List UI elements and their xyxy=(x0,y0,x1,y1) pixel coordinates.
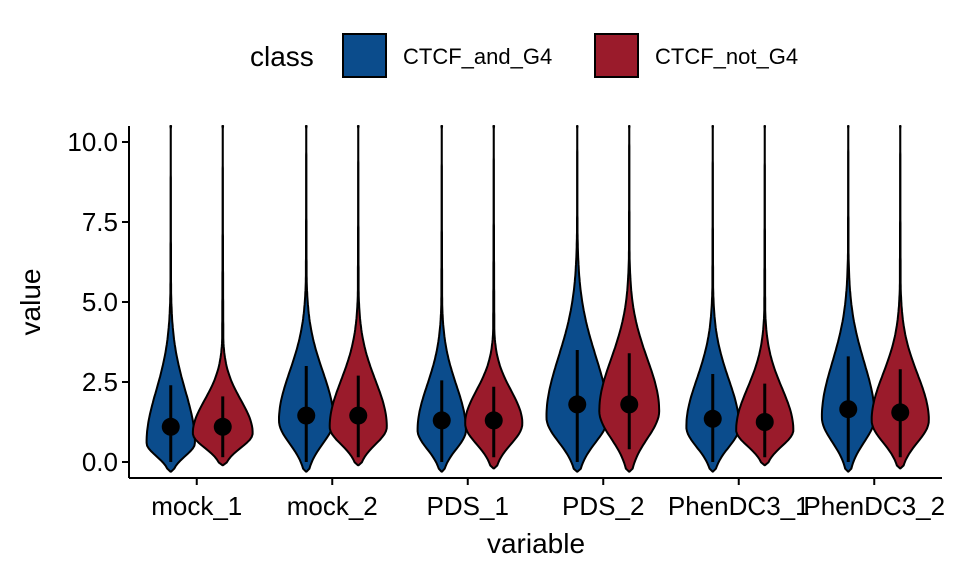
median-point-ctcf-not-g4-pds-2 xyxy=(620,395,639,414)
violin-ctcf-not-g4-phendc3-2 xyxy=(870,125,930,470)
x-tick-label: PDS_1 xyxy=(427,491,509,521)
y-tick-label: 2.5 xyxy=(82,367,118,397)
violin-ctcf-and-g4-mock-2 xyxy=(278,125,335,473)
median-point-ctcf-not-g4-phendc3-1 xyxy=(755,413,774,431)
violin-ctcf-and-g4-pds-2 xyxy=(545,125,609,473)
legend-label-ctcf-and-g4: CTCF_and_G4 xyxy=(403,44,552,69)
median-point-ctcf-and-g4-mock-2 xyxy=(297,406,316,425)
median-point-ctcf-not-g4-pds-1 xyxy=(484,411,503,430)
violin-ctcf-and-g4-phendc3-1 xyxy=(685,125,741,473)
y-axis-title: value xyxy=(15,269,46,336)
violin-ctcf-not-g4-pds-2 xyxy=(598,125,661,473)
y-tick-label: 7.5 xyxy=(82,207,118,237)
legend-title: class xyxy=(250,41,314,72)
y-ticks: 0.0 2.5 5.0 7.5 10.0 xyxy=(67,127,129,477)
median-point-ctcf-not-g4-phendc3-2 xyxy=(891,403,910,422)
violin-ctcf-and-g4-phendc3-2 xyxy=(820,125,876,473)
plot-area xyxy=(145,125,930,473)
median-point-ctcf-and-g4-mock-1 xyxy=(161,417,180,436)
median-point-ctcf-and-g4-phendc3-2 xyxy=(839,400,858,419)
violin-ctcf-not-g4-mock-2 xyxy=(328,125,388,467)
x-tick-label: PhenDC3_2 xyxy=(803,491,945,521)
legend-key-ctcf-not-g4 xyxy=(594,33,639,78)
violin-ctcf-and-g4-mock-1 xyxy=(145,125,196,473)
legend-key-ctcf-and-g4 xyxy=(342,33,387,78)
legend: class CTCF_and_G4 CTCF_not_G4 xyxy=(250,33,798,78)
y-tick-label: 10.0 xyxy=(67,127,118,157)
median-point-ctcf-not-g4-mock-2 xyxy=(349,406,368,425)
legend-label-ctcf-not-g4: CTCF_not_G4 xyxy=(655,44,798,69)
violin-ctcf-not-g4-pds-1 xyxy=(464,125,524,470)
violin-ctcf-not-g4-phendc3-1 xyxy=(735,125,795,467)
violin-ctcf-and-g4-pds-1 xyxy=(416,125,467,473)
x-tick-label: PDS_2 xyxy=(562,491,644,521)
x-tick-label: mock_1 xyxy=(151,491,242,521)
y-tick-label: 0.0 xyxy=(82,447,118,477)
median-point-ctcf-not-g4-mock-1 xyxy=(213,417,232,436)
y-tick-label: 5.0 xyxy=(82,287,118,317)
median-point-ctcf-and-g4-pds-1 xyxy=(432,411,451,430)
x-tick-label: PhenDC3_1 xyxy=(668,491,810,521)
median-point-ctcf-and-g4-phendc3-1 xyxy=(703,409,722,428)
x-tick-label: mock_2 xyxy=(287,491,378,521)
x-axis-title: variable xyxy=(487,528,585,559)
median-point-ctcf-and-g4-pds-2 xyxy=(568,395,587,414)
violin-ctcf-not-g4-mock-1 xyxy=(191,125,254,467)
